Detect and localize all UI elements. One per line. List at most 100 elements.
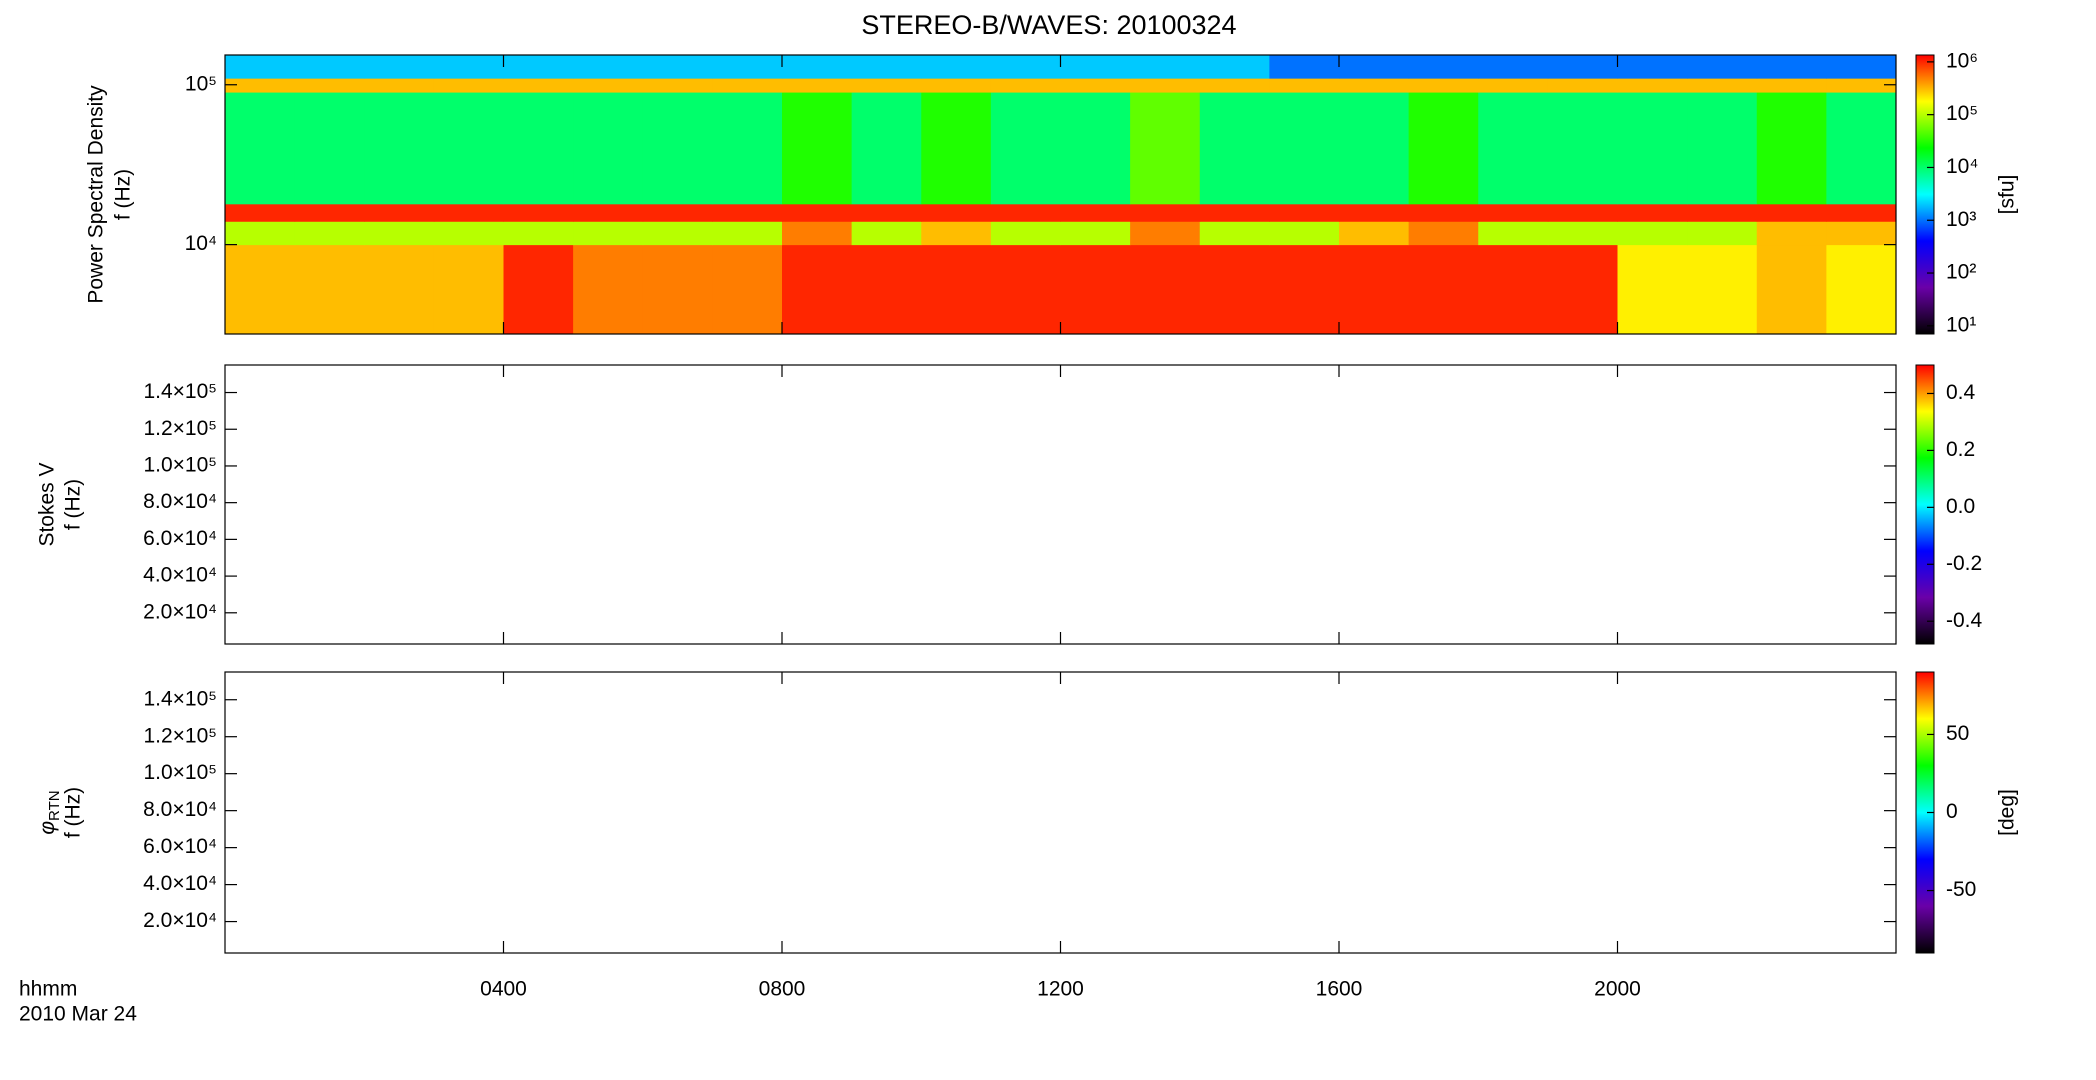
chart-title: STEREO-B/WAVES: 20100324 (861, 10, 1236, 40)
x-axis-label: hhmm (19, 978, 77, 1001)
heatmap-cell (1826, 55, 1897, 79)
heatmap-cell (782, 203, 853, 222)
heatmap-cell (503, 203, 574, 222)
heatmap-cell (1408, 203, 1479, 222)
heatmap-cell (851, 92, 922, 205)
heatmap-cell (1199, 203, 1270, 222)
heatmap-cell (1060, 78, 1131, 93)
heatmap-cell (364, 203, 435, 222)
heatmap-cell (433, 221, 504, 246)
heatmap-cell (1269, 244, 1340, 335)
heatmap-cell (1199, 92, 1270, 205)
heatmap-cell (782, 244, 853, 335)
heatmap-cell (1756, 203, 1827, 222)
heatmap-cell (1269, 221, 1340, 246)
plot-frame (224, 364, 1897, 645)
heatmap-cell (851, 221, 922, 246)
heatmap-cell (1199, 78, 1270, 93)
y-tick-label: 1.4×10⁵ (143, 380, 217, 403)
heatmap-cell (1408, 244, 1479, 335)
heatmap-cell (1687, 55, 1758, 79)
x-tick-label: 1200 (1037, 978, 1084, 1001)
heatmap-cell (433, 203, 504, 222)
heatmap-cell (1826, 221, 1897, 246)
heatmap-cell (573, 221, 644, 246)
heatmap-cell (921, 221, 992, 246)
heatmap-cell (1617, 244, 1688, 335)
y-tick-label: 8.0×10⁴ (143, 798, 217, 821)
heatmap-cell (225, 92, 296, 205)
heatmap-cell (782, 78, 853, 93)
x-tick-label: 0800 (759, 978, 806, 1001)
heatmap-cell (1617, 78, 1688, 93)
y-axis-label: φRTN (36, 790, 63, 834)
colorbar-tick-label: 10⁶ (1946, 49, 1978, 72)
heatmap-cell (1826, 78, 1897, 93)
y-tick-label: 1.2×10⁵ (143, 724, 217, 747)
y-tick-label: 2.0×10⁴ (143, 909, 217, 932)
heatmap-cell (1130, 92, 1201, 205)
heatmap-cell (573, 55, 644, 79)
heatmap-cell (364, 244, 435, 335)
heatmap-cell (1547, 55, 1618, 79)
heatmap-cell (294, 221, 365, 246)
colorbar-tick-label: -0.4 (1946, 609, 1983, 632)
y-tick-label: 10⁵ (185, 72, 217, 95)
heatmap-cell (433, 92, 504, 205)
heatmap-cell (364, 92, 435, 205)
heatmap-cell (1547, 92, 1618, 205)
heatmap-cell (433, 78, 504, 93)
colorbar-tick-label: 0.4 (1946, 381, 1976, 404)
heatmap-cell (573, 78, 644, 93)
y-axis-label: f (Hz) (62, 479, 85, 530)
heatmap-cell (1478, 78, 1549, 93)
heatmap-cell (712, 244, 783, 335)
heatmap-cell (1060, 203, 1131, 222)
heatmap-cell (642, 221, 713, 246)
colorbar-tick-label: 0.2 (1946, 438, 1975, 461)
heatmap-cell (1199, 221, 1270, 246)
heatmap-cell (1269, 78, 1340, 93)
heatmap-cell (1547, 203, 1618, 222)
heatmap-cell (1199, 55, 1270, 79)
heatmap-cell (1060, 244, 1131, 335)
y-axis-label-subscript: RTN (46, 790, 63, 821)
heatmap-cell (921, 92, 992, 205)
heatmap-cell (712, 203, 783, 222)
heatmap-cell (1339, 221, 1410, 246)
colorbar-tick-label: 0.0 (1946, 495, 1975, 518)
colorbar-label: [sfu] (1996, 175, 2019, 215)
heatmap-cell (1408, 92, 1479, 205)
heatmap-cell (921, 78, 992, 93)
colorbar-tick-label: 50 (1946, 722, 1969, 745)
heatmap-cell (1060, 92, 1131, 205)
heatmap-cell (1826, 92, 1897, 205)
heatmap-cell (990, 203, 1061, 222)
heatmap-cell (1617, 203, 1688, 222)
x-axis-label: 2010 Mar 24 (19, 1003, 137, 1026)
heatmap-cell (225, 244, 296, 335)
heatmap-cell (1130, 221, 1201, 246)
heatmap-cell (294, 92, 365, 205)
heatmap-cell (1060, 55, 1131, 79)
heatmap-cell (294, 244, 365, 335)
heatmap-cell (573, 203, 644, 222)
heatmap-cell (364, 78, 435, 93)
heatmap-cell (990, 78, 1061, 93)
heatmap-cell (573, 244, 644, 335)
heatmap-cell (642, 78, 713, 93)
heatmap-cell (1478, 221, 1549, 246)
heatmap-cell (503, 92, 574, 205)
y-tick-label: 1.4×10⁵ (143, 687, 217, 710)
colorbar-tick-label: -50 (1946, 878, 1976, 901)
heatmap-cell (503, 221, 574, 246)
heatmap-cell (1408, 221, 1479, 246)
heatmap-cell (1687, 244, 1758, 335)
x-tick-label: 1600 (1316, 978, 1363, 1001)
y-axis-label: Power Spectral Density (85, 85, 108, 304)
heatmap-cell (225, 203, 296, 222)
heatmap-cell (503, 55, 574, 79)
heatmap-cell (433, 244, 504, 335)
y-tick-label: 1.0×10⁵ (143, 454, 217, 477)
heatmap-cell (1547, 221, 1618, 246)
